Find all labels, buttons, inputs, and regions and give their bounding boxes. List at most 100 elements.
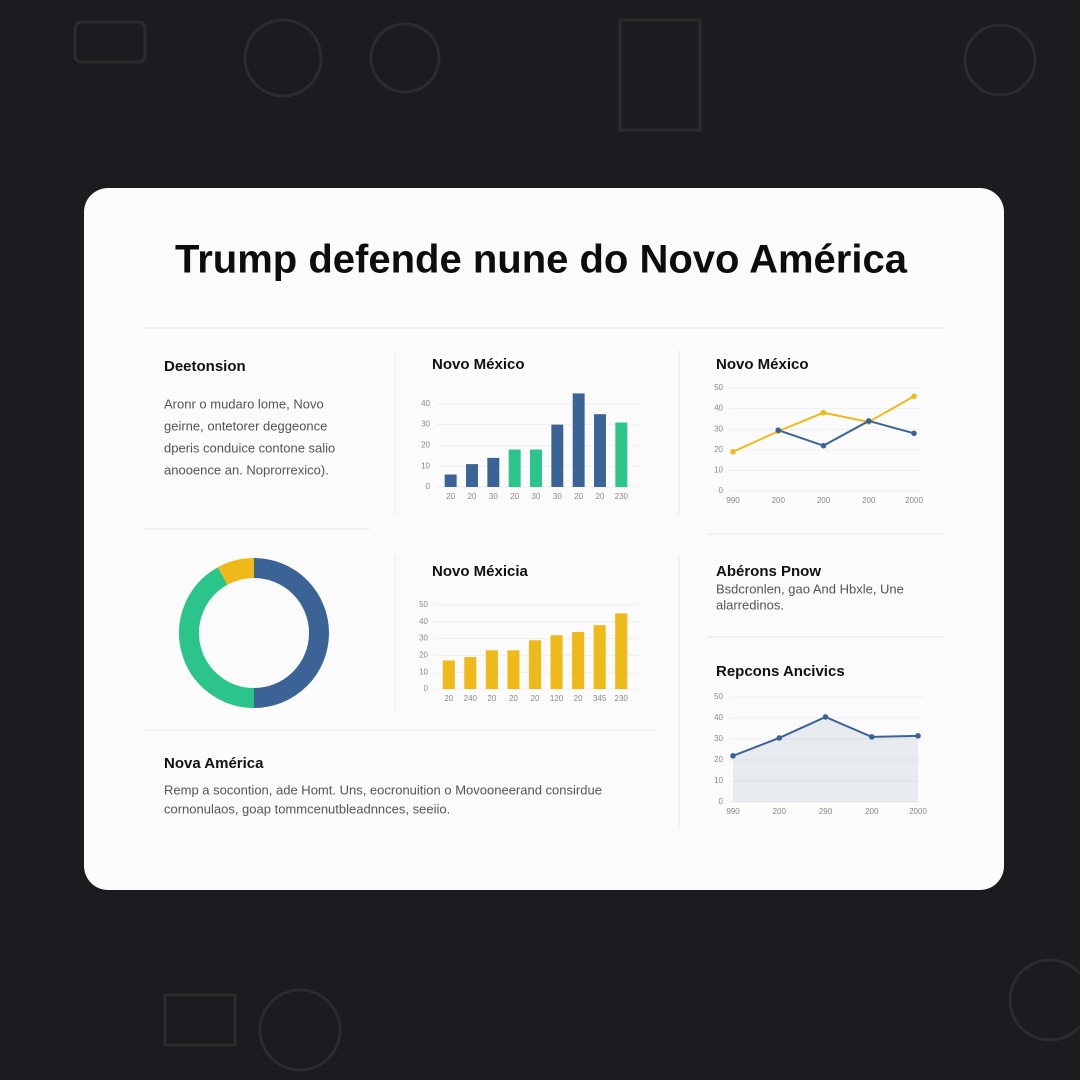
point	[775, 427, 782, 434]
y-tick-label: 30	[714, 424, 723, 433]
x-tick-label: 990	[726, 496, 740, 505]
x-tick-label: 200	[817, 496, 831, 505]
x-tick-label: 230	[615, 492, 629, 501]
bar	[485, 650, 498, 689]
panel-text: anooence an. Noprorrexico).	[164, 462, 329, 477]
panel-text: dperis conduice contone salio	[164, 440, 335, 455]
panel-heading: Abérons Pnow	[716, 563, 821, 580]
donut-segment	[253, 558, 329, 708]
panel-text: alarredinos.	[716, 597, 784, 612]
y-tick-label: 0	[426, 482, 431, 491]
background-icons	[73, 18, 1080, 1072]
x-tick-label: 2000	[905, 496, 923, 505]
bar	[593, 625, 606, 689]
x-tick-label: 240	[464, 694, 478, 703]
bar	[572, 631, 585, 689]
y-tick-label: 50	[419, 600, 428, 609]
bar	[615, 613, 628, 689]
y-tick-label: 10	[421, 461, 430, 470]
bar	[550, 635, 563, 689]
x-tick-label: 20	[596, 492, 605, 501]
y-tick-label: 50	[714, 692, 723, 701]
y-tick-label: 30	[419, 634, 428, 643]
y-tick-label: 20	[714, 755, 723, 764]
bar	[444, 474, 457, 487]
bar	[615, 422, 628, 487]
x-tick-label: 230	[615, 694, 629, 703]
x-tick-label: 2000	[909, 807, 927, 816]
bar	[487, 457, 500, 487]
x-tick-label: 200	[772, 496, 786, 505]
y-tick-label: 40	[419, 617, 428, 626]
bar	[528, 640, 542, 689]
y-tick-label: 10	[419, 667, 428, 676]
x-tick-label: 200	[862, 496, 876, 505]
y-tick-label: 0	[424, 684, 429, 693]
bar	[442, 660, 455, 689]
y-tick-label: 10	[714, 776, 723, 785]
chart-title: Novo México	[716, 356, 809, 373]
panel-heading: Nova América	[164, 755, 264, 772]
x-tick-label: 345	[593, 694, 607, 703]
point	[820, 409, 827, 416]
point	[911, 430, 917, 437]
panel-text: geirne, ontetorer deggeonce	[164, 418, 327, 433]
y-tick-label: 40	[714, 404, 723, 413]
chart-title: Novo México	[432, 356, 525, 373]
card	[84, 188, 1004, 890]
panel-text: cornonulaos, goap tommcenutbleadnnces, s…	[164, 801, 450, 816]
point	[915, 733, 921, 739]
line	[777, 419, 915, 447]
panel-heading: Deetonsion	[164, 358, 246, 375]
x-tick-label: 20	[531, 694, 540, 703]
y-tick-label: 40	[714, 713, 723, 722]
point	[820, 442, 827, 449]
y-tick-label: 20	[714, 445, 723, 454]
point	[730, 753, 736, 759]
x-tick-label: 20	[468, 492, 477, 501]
y-tick-label: 50	[714, 383, 723, 392]
x-tick-label: 20	[487, 694, 496, 703]
panel-text: Remp a socontion, ade Homt. Uns, eocronu…	[164, 782, 602, 797]
chart-title: Repcons Ancivics	[716, 663, 845, 680]
chart-title: Novo Méxicia	[432, 563, 529, 580]
point	[865, 418, 872, 424]
point	[730, 449, 736, 455]
panel-text: Bsdcronlen, gao And Hbxle, Une	[716, 581, 904, 596]
x-tick-label: 20	[444, 694, 453, 703]
y-tick-label: 0	[719, 486, 724, 495]
y-tick-label: 10	[714, 466, 723, 475]
x-tick-label: 20	[574, 694, 583, 703]
bar	[466, 464, 478, 487]
bar	[464, 657, 477, 689]
bar	[530, 449, 542, 487]
y-tick-label: 40	[421, 399, 430, 408]
y-tick-label: 20	[419, 651, 428, 660]
y-tick-label: 20	[421, 441, 430, 450]
dividers	[144, 327, 944, 830]
x-tick-label: 120	[550, 694, 564, 703]
page-title: Trump defende nune do Novo América	[175, 238, 908, 282]
x-tick-label: 200	[865, 807, 879, 816]
x-tick-label: 290	[819, 807, 833, 816]
bar	[594, 414, 606, 487]
x-tick-label: 990	[726, 807, 740, 816]
donut-segment	[179, 567, 255, 708]
x-tick-label: 200	[773, 807, 787, 816]
panel-text: Aronr o mudaro lome, Novo	[164, 396, 324, 411]
y-tick-label: 30	[714, 734, 723, 743]
x-tick-label: 30	[489, 492, 498, 501]
x-tick-label: 20	[574, 492, 583, 501]
x-tick-label: 30	[553, 492, 562, 501]
bar	[508, 449, 521, 487]
x-tick-label: 30	[532, 492, 541, 501]
x-tick-label: 20	[509, 694, 518, 703]
donut-segment	[217, 558, 255, 586]
bar	[572, 393, 585, 487]
point	[776, 735, 783, 741]
bar	[507, 650, 520, 689]
y-tick-label: 30	[421, 420, 430, 429]
x-tick-label: 20	[446, 492, 455, 501]
y-tick-label: 0	[719, 797, 724, 806]
